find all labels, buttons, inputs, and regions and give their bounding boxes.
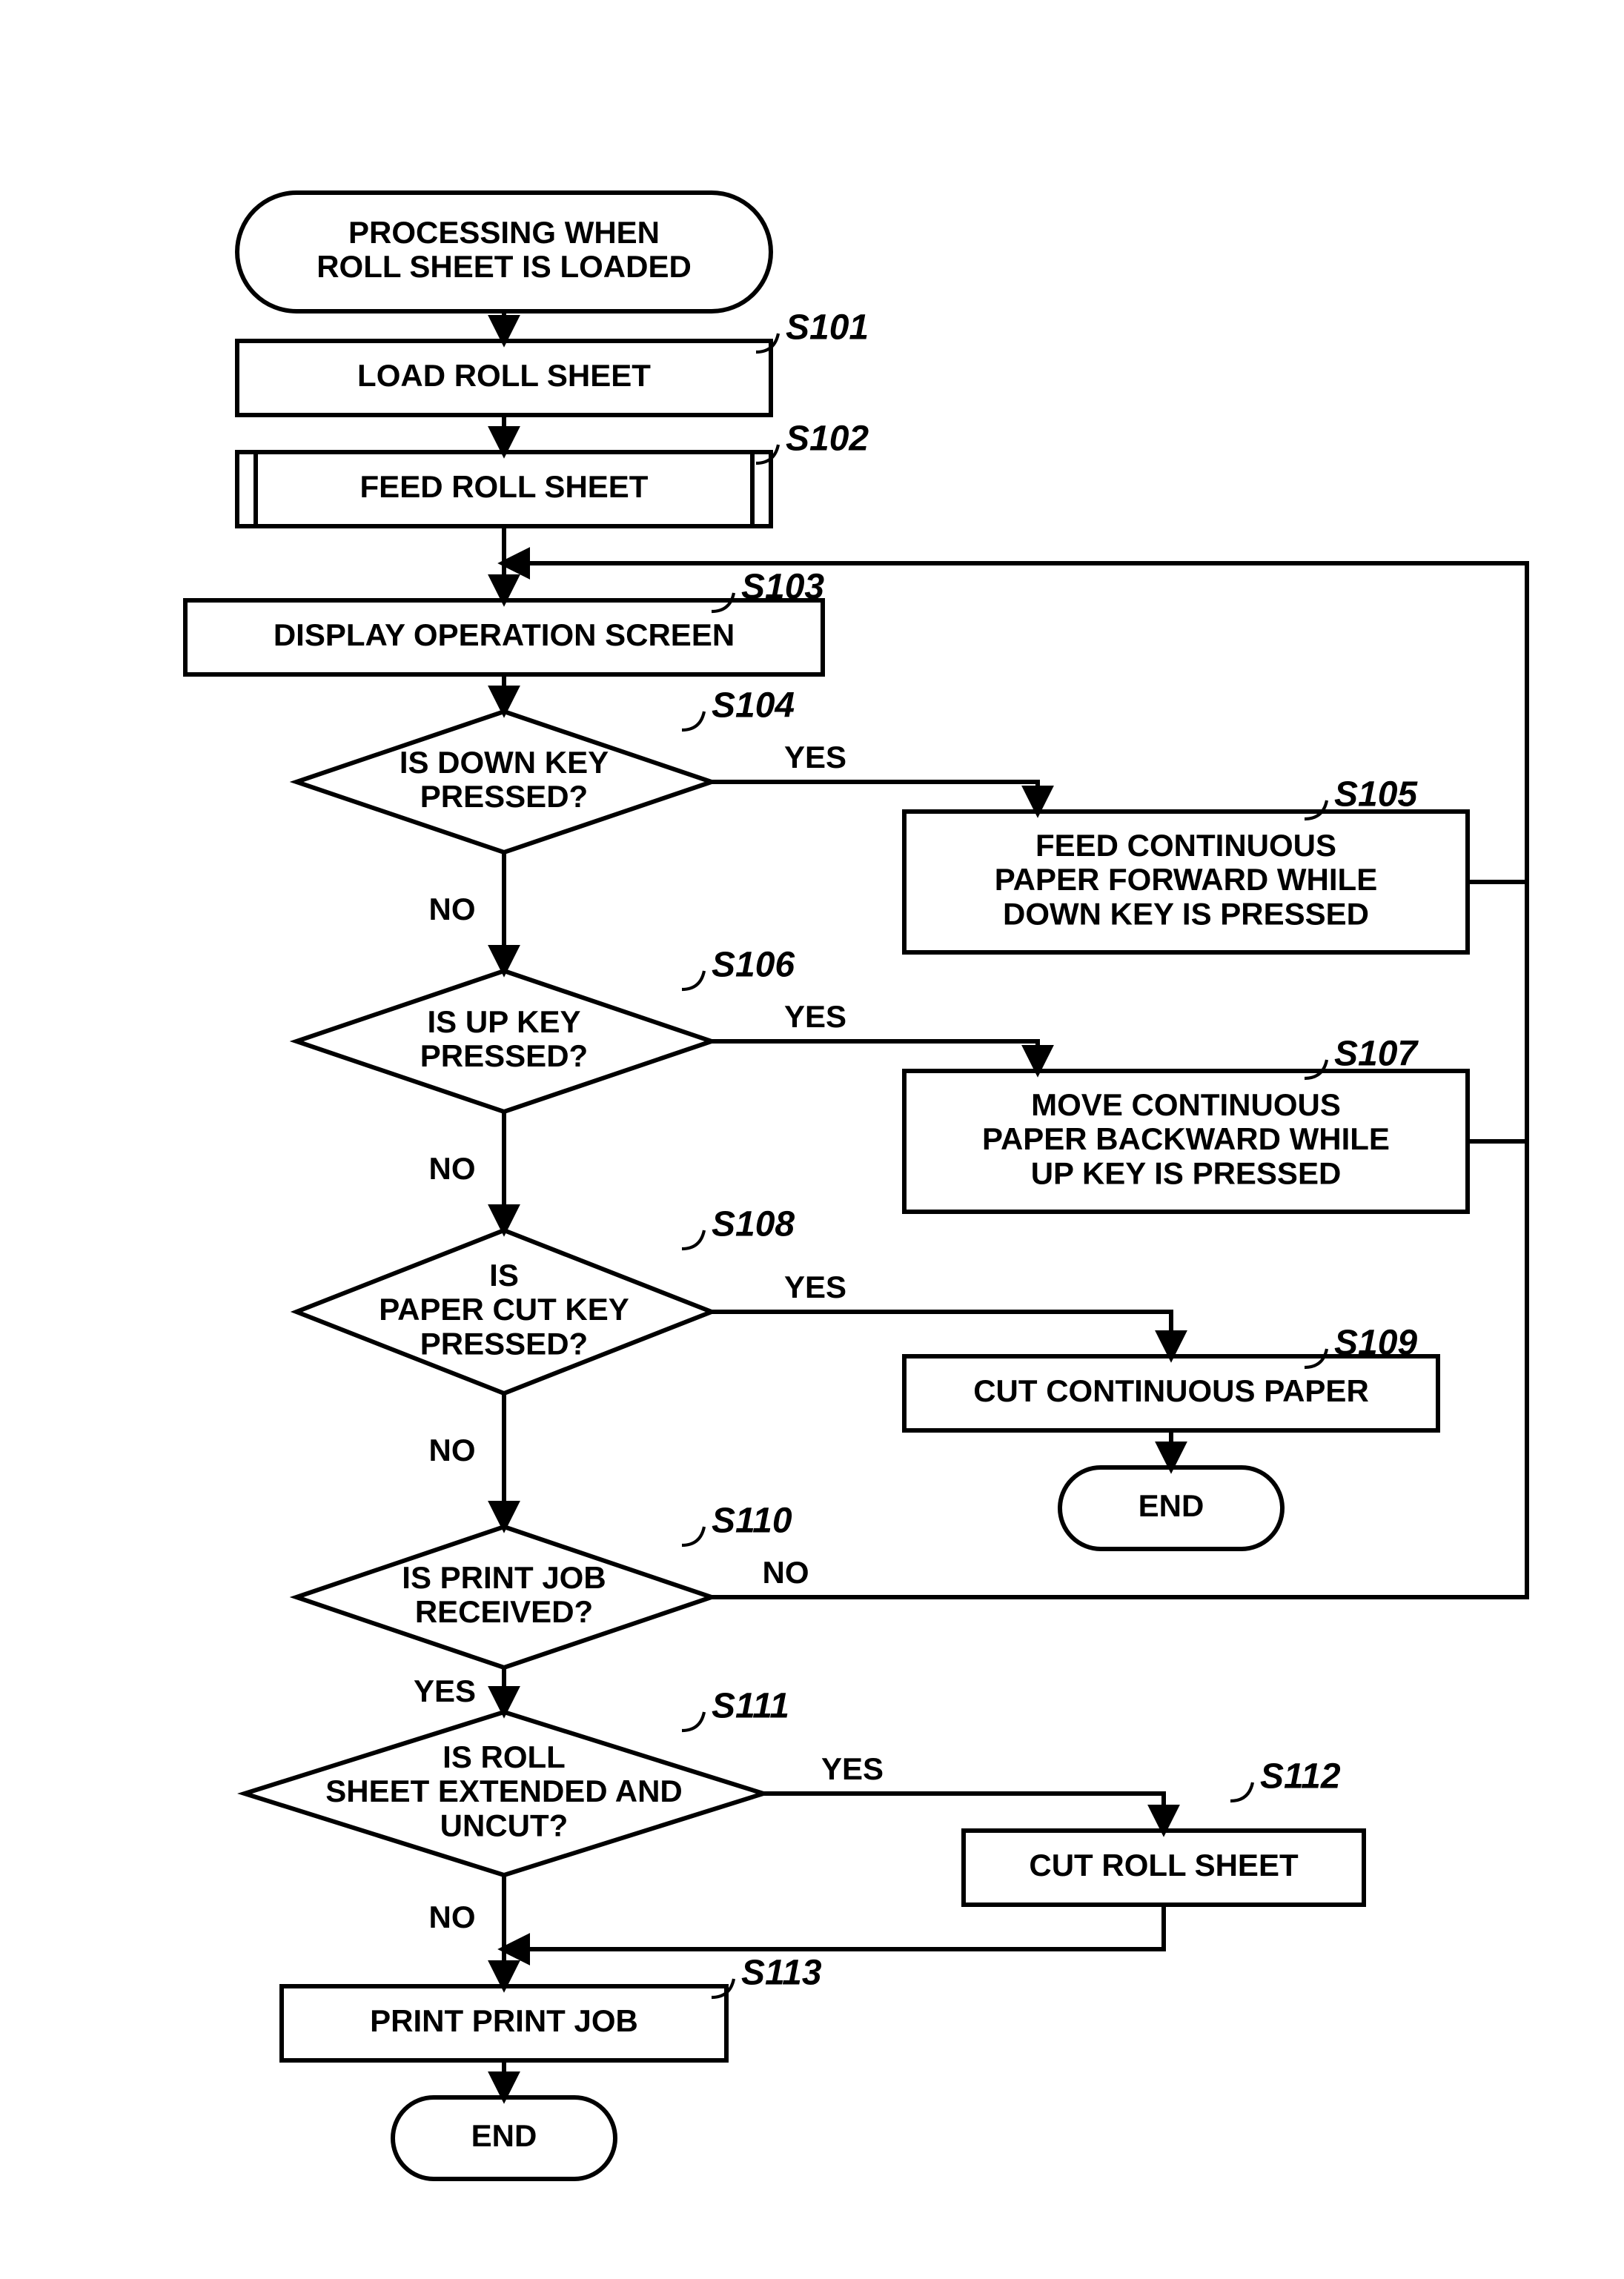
step-label: S108 (712, 1205, 795, 1244)
edge-label: NO (429, 1151, 476, 1186)
step-label: S113 (741, 1954, 822, 1993)
edge-label: NO (429, 1433, 476, 1467)
node-text: IS DOWN KEY (400, 745, 609, 780)
edge-label: YES (784, 1270, 846, 1304)
node-text: PAPER CUT KEY (379, 1292, 629, 1327)
node-text: LOAD ROLL SHEET (357, 358, 651, 393)
node-text: END (1139, 1488, 1204, 1523)
edge-label: YES (414, 1673, 476, 1708)
flow-edge (504, 563, 1527, 882)
node-text: PROCESSING WHEN (348, 215, 660, 250)
step-label: S111 (712, 1687, 789, 1726)
edge-label: YES (821, 1751, 884, 1786)
node-text: PAPER BACKWARD WHILE (982, 1121, 1390, 1156)
node-text: SHEET EXTENDED AND (325, 1774, 683, 1808)
flow-edge (1468, 563, 1527, 1141)
node-text: MOVE CONTINUOUS (1031, 1087, 1341, 1122)
node-text: CUT ROLL SHEET (1029, 1848, 1299, 1882)
flow-edge (712, 782, 1038, 812)
node-text: CUT CONTINUOUS PAPER (973, 1373, 1369, 1408)
node-text: UNCUT? (440, 1808, 569, 1842)
node-text: PRINT PRINT JOB (370, 2003, 638, 2038)
node-text: IS ROLL (443, 1739, 566, 1774)
node-text: PRESSED? (420, 1326, 588, 1361)
step-label: S103 (741, 568, 824, 607)
step-label: S102 (786, 419, 869, 459)
node-text: IS (489, 1258, 519, 1293)
node-text: PAPER FORWARD WHILE (995, 862, 1377, 897)
node-text: ROLL SHEET IS LOADED (316, 249, 692, 284)
flow-edge (763, 1794, 1164, 1831)
node-text: FEED ROLL SHEET (360, 469, 649, 504)
edge-label: YES (784, 740, 846, 774)
step-label: S110 (712, 1502, 792, 1541)
step-label: S109 (1334, 1324, 1417, 1363)
step-label: S112 (1260, 1757, 1341, 1797)
edge-label: NO (429, 1900, 476, 1934)
node-text: IS UP KEY (428, 1004, 581, 1039)
node-text: DOWN KEY IS PRESSED (1003, 896, 1369, 931)
node-text: PRESSED? (420, 779, 588, 814)
node-text: FEED CONTINUOUS (1035, 828, 1336, 863)
flow-edge (712, 1312, 1171, 1356)
node-text: IS PRINT JOB (402, 1560, 606, 1595)
node-text: END (471, 2118, 537, 2153)
node-text: UP KEY IS PRESSED (1031, 1155, 1342, 1190)
node-text: DISPLAY OPERATION SCREEN (274, 617, 735, 652)
step-label: S107 (1334, 1035, 1419, 1074)
flow-edge (712, 563, 1527, 1597)
flow-edge (504, 1905, 1164, 1949)
step-label: S101 (786, 308, 869, 348)
step-label: S105 (1334, 775, 1418, 815)
edge-label: NO (763, 1555, 809, 1590)
edge-label: YES (784, 999, 846, 1034)
node-text: RECEIVED? (415, 1594, 593, 1629)
step-label: S106 (712, 946, 795, 985)
step-label: S104 (712, 686, 795, 726)
node-text: PRESSED? (420, 1038, 588, 1073)
flowchart-svg: NO NO NO YES NO YES YES YES YES NO PROCESSING WHEN… (0, 0, 1624, 2279)
edge-label: NO (429, 892, 476, 926)
flow-edge (712, 1041, 1038, 1071)
